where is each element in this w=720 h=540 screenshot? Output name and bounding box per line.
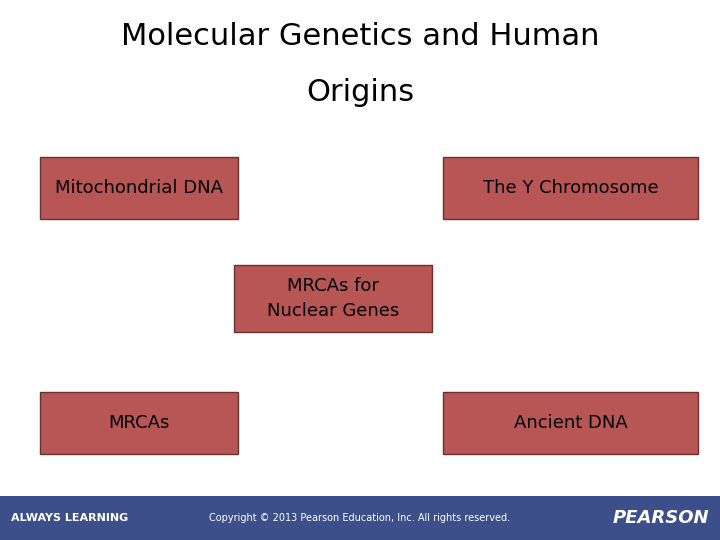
FancyBboxPatch shape <box>40 392 238 454</box>
Bar <box>0 496 720 540</box>
Text: Copyright © 2013 Pearson Education, Inc. All rights reserved.: Copyright © 2013 Pearson Education, Inc.… <box>210 513 510 523</box>
Text: PEARSON: PEARSON <box>613 509 709 527</box>
Text: Mitochondrial DNA: Mitochondrial DNA <box>55 179 222 197</box>
Text: Ancient DNA: Ancient DNA <box>514 414 627 431</box>
Text: MRCAs: MRCAs <box>108 414 169 431</box>
FancyBboxPatch shape <box>40 157 238 219</box>
Text: Molecular Genetics and Human: Molecular Genetics and Human <box>121 22 599 51</box>
FancyBboxPatch shape <box>234 265 432 332</box>
FancyBboxPatch shape <box>443 157 698 219</box>
FancyBboxPatch shape <box>443 392 698 454</box>
Text: MRCAs for
Nuclear Genes: MRCAs for Nuclear Genes <box>267 277 399 320</box>
Text: Origins: Origins <box>306 78 414 107</box>
Text: The Y Chromosome: The Y Chromosome <box>483 179 658 197</box>
Text: ALWAYS LEARNING: ALWAYS LEARNING <box>11 513 128 523</box>
